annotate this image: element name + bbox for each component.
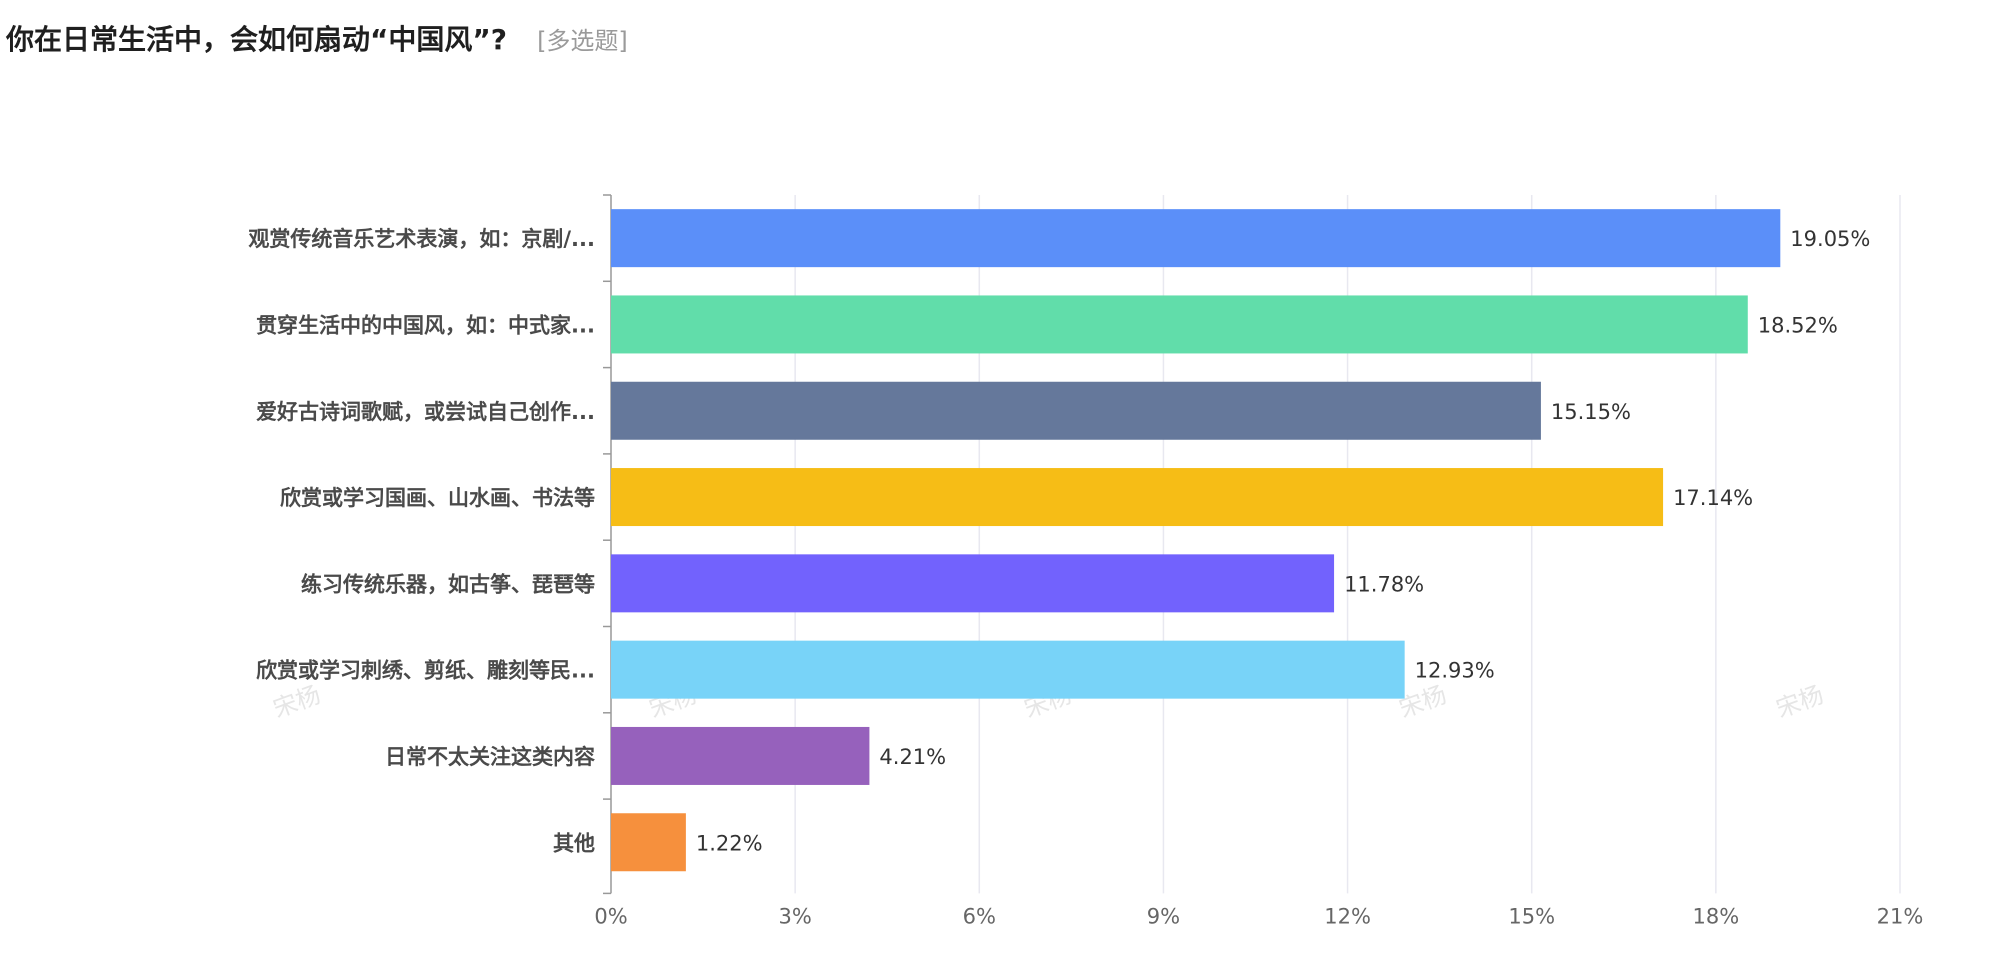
category-label: 欣赏或学习刺绣、剪纸、雕刻等民... (256, 659, 595, 683)
category-label: 其他 (553, 831, 595, 855)
bar-value-label: 15.15% (1551, 400, 1631, 424)
category-label: 贯穿生活中的中国风，如：中式家... (256, 313, 595, 337)
bar (611, 468, 1664, 527)
bar (611, 813, 686, 872)
category-label: 爱好古诗词歌赋，或尝试自己创作... (256, 400, 595, 424)
question-header: 你在日常生活中，会如何扇动“中国风”? [多选题] (6, 14, 628, 62)
bar-value-label: 17.14% (1673, 486, 1753, 510)
bar (611, 554, 1335, 613)
bar-value-label: 11.78% (1344, 572, 1424, 596)
bar-value-label: 4.21% (879, 745, 946, 769)
bar (611, 726, 870, 785)
bar (611, 381, 1541, 440)
x-tick-label: 21% (1877, 904, 1924, 928)
question-type-tag: [多选题] (537, 26, 628, 55)
x-tick-label: 18% (1693, 904, 1740, 928)
category-label: 欣赏或学习国画、山水画、书法等 (280, 486, 595, 510)
category-label: 观赏传统音乐艺术表演，如：京剧/... (248, 227, 595, 251)
bar-value-label: 12.93% (1415, 659, 1495, 683)
x-tick-label: 12% (1324, 904, 1371, 928)
bar-value-label: 18.52% (1758, 313, 1838, 337)
bar (611, 295, 1748, 354)
question-title: 你在日常生活中，会如何扇动“中国风”? (6, 23, 508, 56)
x-tick-label: 0% (594, 904, 627, 928)
bar-value-label: 19.05% (1790, 227, 1870, 251)
bar (611, 640, 1405, 699)
x-tick-label: 15% (1508, 904, 1555, 928)
category-label: 练习传统乐器，如古筝、琵琶等 (301, 572, 595, 596)
category-label: 日常不太关注这类内容 (385, 745, 595, 769)
x-tick-label: 3% (778, 904, 811, 928)
bar (611, 209, 1781, 268)
x-tick-label: 6% (963, 904, 996, 928)
bar-value-label: 1.22% (696, 831, 763, 855)
x-tick-label: 9% (1147, 904, 1180, 928)
